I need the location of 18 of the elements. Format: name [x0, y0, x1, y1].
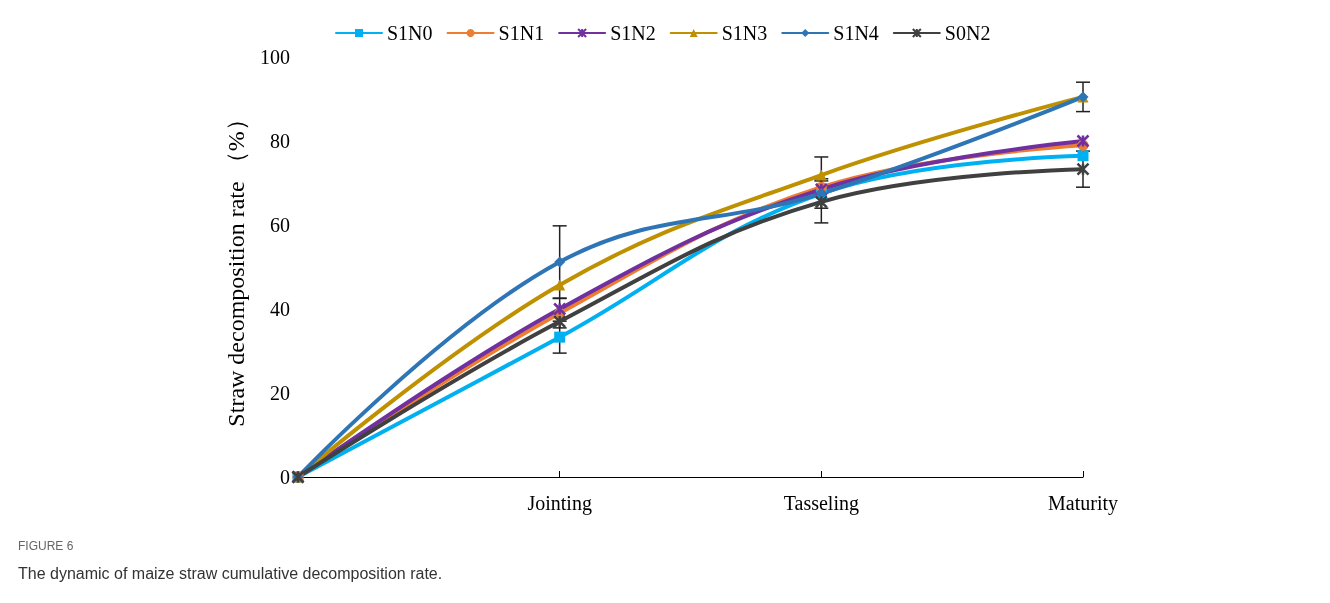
y-tick-label: 80: [270, 130, 290, 152]
y-axis-title: Straw decomposition rate （%）: [223, 107, 249, 427]
x-tick-label: Jointing: [527, 492, 592, 515]
y-tick-label: 0: [280, 466, 290, 488]
caption: FIGURE 6: [18, 539, 74, 553]
legend-label: S1N4: [833, 22, 879, 44]
x-tick-label: Maturity: [1048, 492, 1118, 515]
legend-label: S1N3: [721, 22, 768, 44]
legend-label: S1N0: [387, 22, 433, 44]
y-tick-label: 40: [270, 298, 290, 320]
legend-label: S1N1: [498, 22, 545, 44]
x-tick-label: Tasseling: [783, 492, 859, 515]
y-tick-label: 20: [270, 382, 290, 404]
y-tick-label: 100: [260, 46, 290, 68]
y-tick-label: 60: [270, 214, 290, 236]
legend-label: S0N2: [944, 22, 991, 44]
text: The dynamic of maize straw cumulative decomposition rate.: [18, 564, 443, 582]
legend-label: S1N2: [610, 22, 656, 44]
